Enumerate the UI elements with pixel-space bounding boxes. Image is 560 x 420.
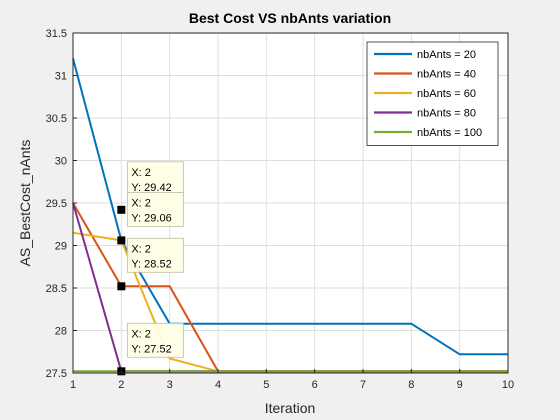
- datatip-box: [126, 191, 184, 227]
- datatip-box: [126, 322, 184, 358]
- datatip-y-text: Y: 27.52: [131, 343, 171, 355]
- data-tips: X: 2Y: 29.42X: 2Y: 29.06X: 2Y: 28.52X: 2…: [117, 161, 184, 376]
- x-tick-label: 3: [167, 379, 173, 391]
- x-tick-label: 10: [502, 379, 514, 391]
- datatip-3[interactable]: X: 2 Y: 28.52: [117, 237, 184, 291]
- legend-label: nbAnts = 60: [417, 88, 476, 100]
- datatip-2[interactable]: X: 2 Y: 29.06: [117, 191, 184, 245]
- x-tick-label: 2: [118, 379, 124, 391]
- datatip-y-text: Y: 28.52: [131, 258, 171, 270]
- datatip-x-text: X: 2: [131, 243, 151, 255]
- datatip-marker: [117, 282, 126, 291]
- x-tick-label: 8: [408, 379, 414, 391]
- datatip-1[interactable]: X: 2 Y: 29.42: [117, 161, 184, 214]
- datatip-x-text: X: 2: [131, 167, 151, 179]
- y-axis-label: AS_BestCost_nAnts: [17, 140, 33, 267]
- y-tick-label: 31: [55, 71, 67, 83]
- x-tick-label: 6: [312, 379, 318, 391]
- legend-label: nbAnts = 80: [417, 108, 476, 120]
- x-axis-label: Iteration: [265, 400, 316, 416]
- y-tick-label: 28.5: [46, 283, 67, 295]
- datatip-box: [126, 237, 184, 273]
- datatip-box: [126, 161, 184, 197]
- legend-label: nbAnts = 20: [417, 49, 476, 61]
- y-tick-label: 29: [55, 241, 67, 253]
- legend-label: nbAnts = 100: [417, 127, 482, 139]
- datatip-y-text: Y: 29.42: [131, 182, 171, 194]
- y-tick-label: 30: [55, 156, 67, 168]
- x-tick-label: 9: [457, 379, 463, 391]
- datatip-x-text: X: 2: [131, 328, 151, 340]
- datatip-marker: [117, 205, 126, 214]
- y-tick-label: 28: [55, 326, 67, 338]
- series-lines: [72, 58, 508, 373]
- y-tick-label: 27.5: [46, 368, 67, 380]
- y-tick-label: 29.5: [46, 198, 67, 210]
- legend[interactable]: nbAnts = 20 nbAnts = 40 nbAnts = 60 nbAnts …: [366, 41, 499, 146]
- datatip-y-text: Y: 29.06: [131, 212, 171, 224]
- x-tick-label: 4: [215, 379, 221, 391]
- series-line-1[interactable]: [72, 58, 508, 356]
- y-tick-label: 30.5: [46, 113, 67, 125]
- y-tick-labels: 27.5 28 28.5 29 29.5 30 30.5 31 31.5: [46, 28, 77, 380]
- datatip-x-text: X: 2: [131, 197, 151, 209]
- legend-label: nbAnts = 40: [417, 69, 476, 81]
- x-tick-label: 5: [263, 379, 269, 391]
- datatip-4[interactable]: X: 2 Y: 27.52: [117, 322, 184, 376]
- x-tick-labels: 1 2 3 4 5 6 7 8 9 10: [70, 369, 514, 391]
- datatip-marker: [117, 236, 126, 245]
- x-tick-label: 1: [70, 379, 76, 391]
- y-tick-label: 31.5: [46, 28, 67, 40]
- x-tick-label: 7: [360, 379, 366, 391]
- chart-title: Best Cost VS nbAnts variation: [189, 10, 391, 26]
